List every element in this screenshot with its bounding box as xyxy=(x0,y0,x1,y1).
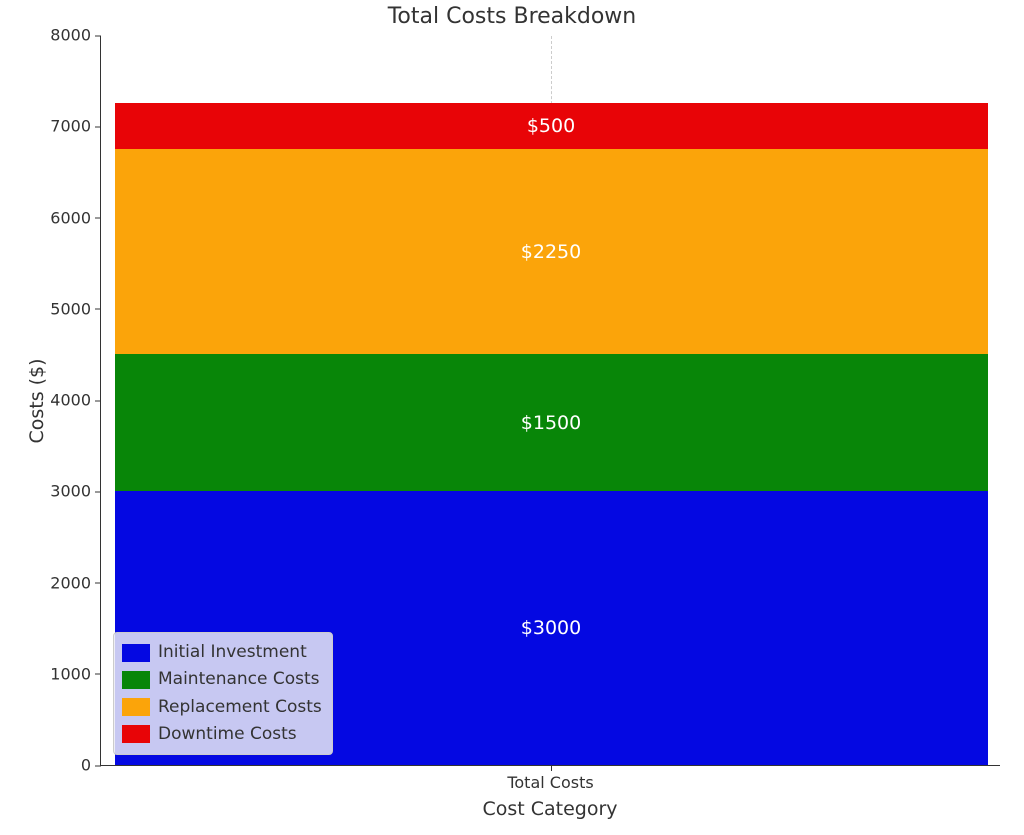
bar-segment-label: $1500 xyxy=(521,412,581,434)
legend-item: Downtime Costs xyxy=(122,721,322,748)
legend-item: Maintenance Costs xyxy=(122,666,322,693)
x-axis-label: Cost Category xyxy=(482,798,617,820)
y-tick: 5000 xyxy=(50,299,101,318)
legend-swatch xyxy=(122,725,150,743)
bar-segment-label: $500 xyxy=(527,115,575,137)
y-tick: 2000 xyxy=(50,573,101,592)
plot-area: $3000$1500$2250$500 Total Costs Initial … xyxy=(100,36,1000,766)
y-tick: 8000 xyxy=(50,26,101,45)
x-tick-label: Total Costs xyxy=(507,765,593,792)
y-tick: 0 xyxy=(81,756,101,775)
y-axis-label: Costs ($) xyxy=(26,358,48,443)
y-tick: 3000 xyxy=(50,482,101,501)
bar-segment: $1500 xyxy=(115,354,988,491)
bar-segment: $500 xyxy=(115,103,988,149)
chart-container: Total Costs Breakdown $3000 $1500 $2250 $50… xyxy=(0,0,1024,835)
chart-title: Total Costs Breakdown xyxy=(0,4,1024,29)
bar-segment: $2250 xyxy=(115,149,988,354)
legend-item: Initial Investment xyxy=(122,639,322,666)
legend-swatch xyxy=(122,698,150,716)
legend-item: Replacement Costs xyxy=(122,694,322,721)
legend: Initial InvestmentMaintenance CostsRepla… xyxy=(113,632,333,755)
legend-swatch xyxy=(122,644,150,662)
legend-label: Replacement Costs xyxy=(158,694,322,721)
y-tick: 7000 xyxy=(50,117,101,136)
y-tick: 6000 xyxy=(50,208,101,227)
legend-label: Maintenance Costs xyxy=(158,666,320,693)
bar-segment-label: $3000 xyxy=(521,617,581,639)
legend-label: Downtime Costs xyxy=(158,721,297,748)
legend-swatch xyxy=(122,671,150,689)
y-tick: 4000 xyxy=(50,391,101,410)
legend-label: Initial Investment xyxy=(158,639,307,666)
y-tick: 1000 xyxy=(50,664,101,683)
bar-segment-label: $2250 xyxy=(521,241,581,263)
